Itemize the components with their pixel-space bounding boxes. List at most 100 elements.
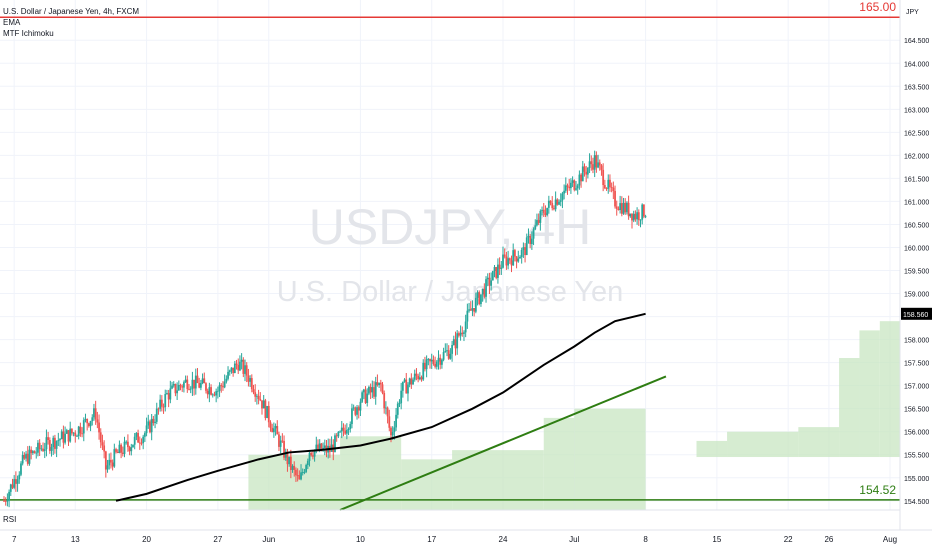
candle-body: [378, 382, 381, 386]
candle-body: [525, 237, 528, 256]
watermark-description: U.S. Dollar / Japanese Yen: [277, 276, 624, 308]
candle-body: [444, 351, 447, 353]
candle-body: [23, 454, 26, 459]
candle-body: [252, 389, 255, 393]
candle-body: [469, 309, 472, 311]
candle-body: [491, 271, 494, 281]
candle-body: [456, 333, 459, 349]
candle-body: [274, 425, 277, 429]
candle-body: [9, 484, 12, 492]
candle-body: [364, 389, 367, 403]
candle-body: [619, 203, 622, 211]
candle-body: [612, 187, 615, 191]
candle-body: [262, 400, 265, 409]
candle-body: [189, 388, 192, 390]
candle-body: [551, 203, 554, 209]
indicator-ema-label[interactable]: EMA: [3, 18, 21, 27]
last-price-box: [901, 307, 932, 320]
candle-body: [457, 333, 460, 336]
candle-body: [154, 421, 156, 424]
candle-body: [568, 186, 571, 189]
candle-body: [429, 358, 431, 362]
candle-body: [147, 421, 150, 426]
candle-body: [369, 386, 372, 393]
candle-body: [485, 279, 487, 297]
candle-body: [564, 185, 567, 191]
candle-body: [91, 417, 94, 422]
candle-body: [481, 288, 484, 295]
y-tick-label: 159.500: [904, 269, 929, 276]
candle-body: [281, 440, 284, 442]
candle-body: [417, 375, 420, 380]
rsi-pane-label[interactable]: RSI: [3, 515, 17, 524]
candle-body: [164, 394, 167, 408]
candle-body: [386, 407, 389, 417]
symbol-title[interactable]: U.S. Dollar / Japanese Yen, 4h, FXCM: [3, 7, 140, 16]
candle-body: [549, 200, 552, 204]
candle-body: [541, 209, 543, 211]
candle-body: [575, 188, 577, 190]
candle-body: [116, 451, 119, 454]
candle-body: [641, 204, 644, 220]
y-tick-label: 163.500: [904, 84, 929, 91]
candle-body: [615, 206, 618, 209]
candle-body: [463, 332, 465, 334]
candle-body: [70, 428, 73, 434]
candle-body: [441, 359, 443, 365]
x-tick-label: Aug: [883, 535, 897, 544]
candle-body: [488, 277, 491, 286]
candle-body: [571, 180, 574, 183]
candle-body: [642, 204, 645, 217]
candle-body: [42, 448, 44, 451]
candle-body: [578, 174, 581, 186]
candle-body: [159, 399, 162, 409]
trendline: [339, 375, 667, 511]
candle-body: [335, 435, 338, 437]
horizontal-levels[interactable]: 165.00 154.52: [0, 0, 900, 501]
candle-body: [542, 209, 545, 213]
candle-body: [340, 427, 343, 432]
candle-body: [84, 418, 87, 421]
candle-body: [21, 454, 24, 464]
y-tick-label: 164.500: [904, 38, 929, 45]
candle-body: [186, 379, 189, 390]
candle-body: [352, 407, 355, 409]
candle-body: [11, 484, 14, 488]
candle-body: [279, 440, 282, 447]
candle-body: [425, 359, 428, 370]
y-tick-label: 161.000: [904, 199, 929, 206]
cloud-segment: [574, 408, 646, 510]
candle-body: [93, 408, 95, 418]
candle-body: [142, 436, 145, 444]
candle-body: [374, 382, 377, 397]
y-tick-label: 155.000: [904, 476, 929, 483]
trendline-drawing[interactable]: [339, 375, 667, 511]
candle-body: [412, 379, 414, 385]
candle-body: [230, 367, 233, 371]
candle-body: [167, 393, 170, 400]
candle-body: [35, 452, 38, 454]
candle-body: [171, 385, 173, 389]
candle-body: [407, 384, 409, 394]
cloud-segment: [879, 321, 901, 458]
candle-body: [291, 465, 294, 471]
candle-body: [206, 390, 209, 395]
candle-body: [99, 432, 102, 443]
indicator-ichimoku-label[interactable]: MTF Ichimoku: [3, 29, 54, 38]
candle-body: [48, 440, 51, 451]
y-tick-label: 156.500: [904, 407, 929, 414]
level-label: 154.52: [859, 483, 896, 497]
candle-body: [172, 383, 175, 386]
currency-label: JPY: [906, 9, 919, 16]
candle-body: [344, 430, 347, 434]
candle-body: [512, 250, 515, 266]
candle-body: [278, 434, 280, 447]
candle-body: [519, 256, 521, 259]
x-tick-label: 7: [12, 535, 17, 544]
candle-body: [118, 444, 121, 454]
candle-body: [228, 370, 231, 372]
candle-body: [351, 408, 353, 425]
candle-body: [593, 155, 596, 170]
